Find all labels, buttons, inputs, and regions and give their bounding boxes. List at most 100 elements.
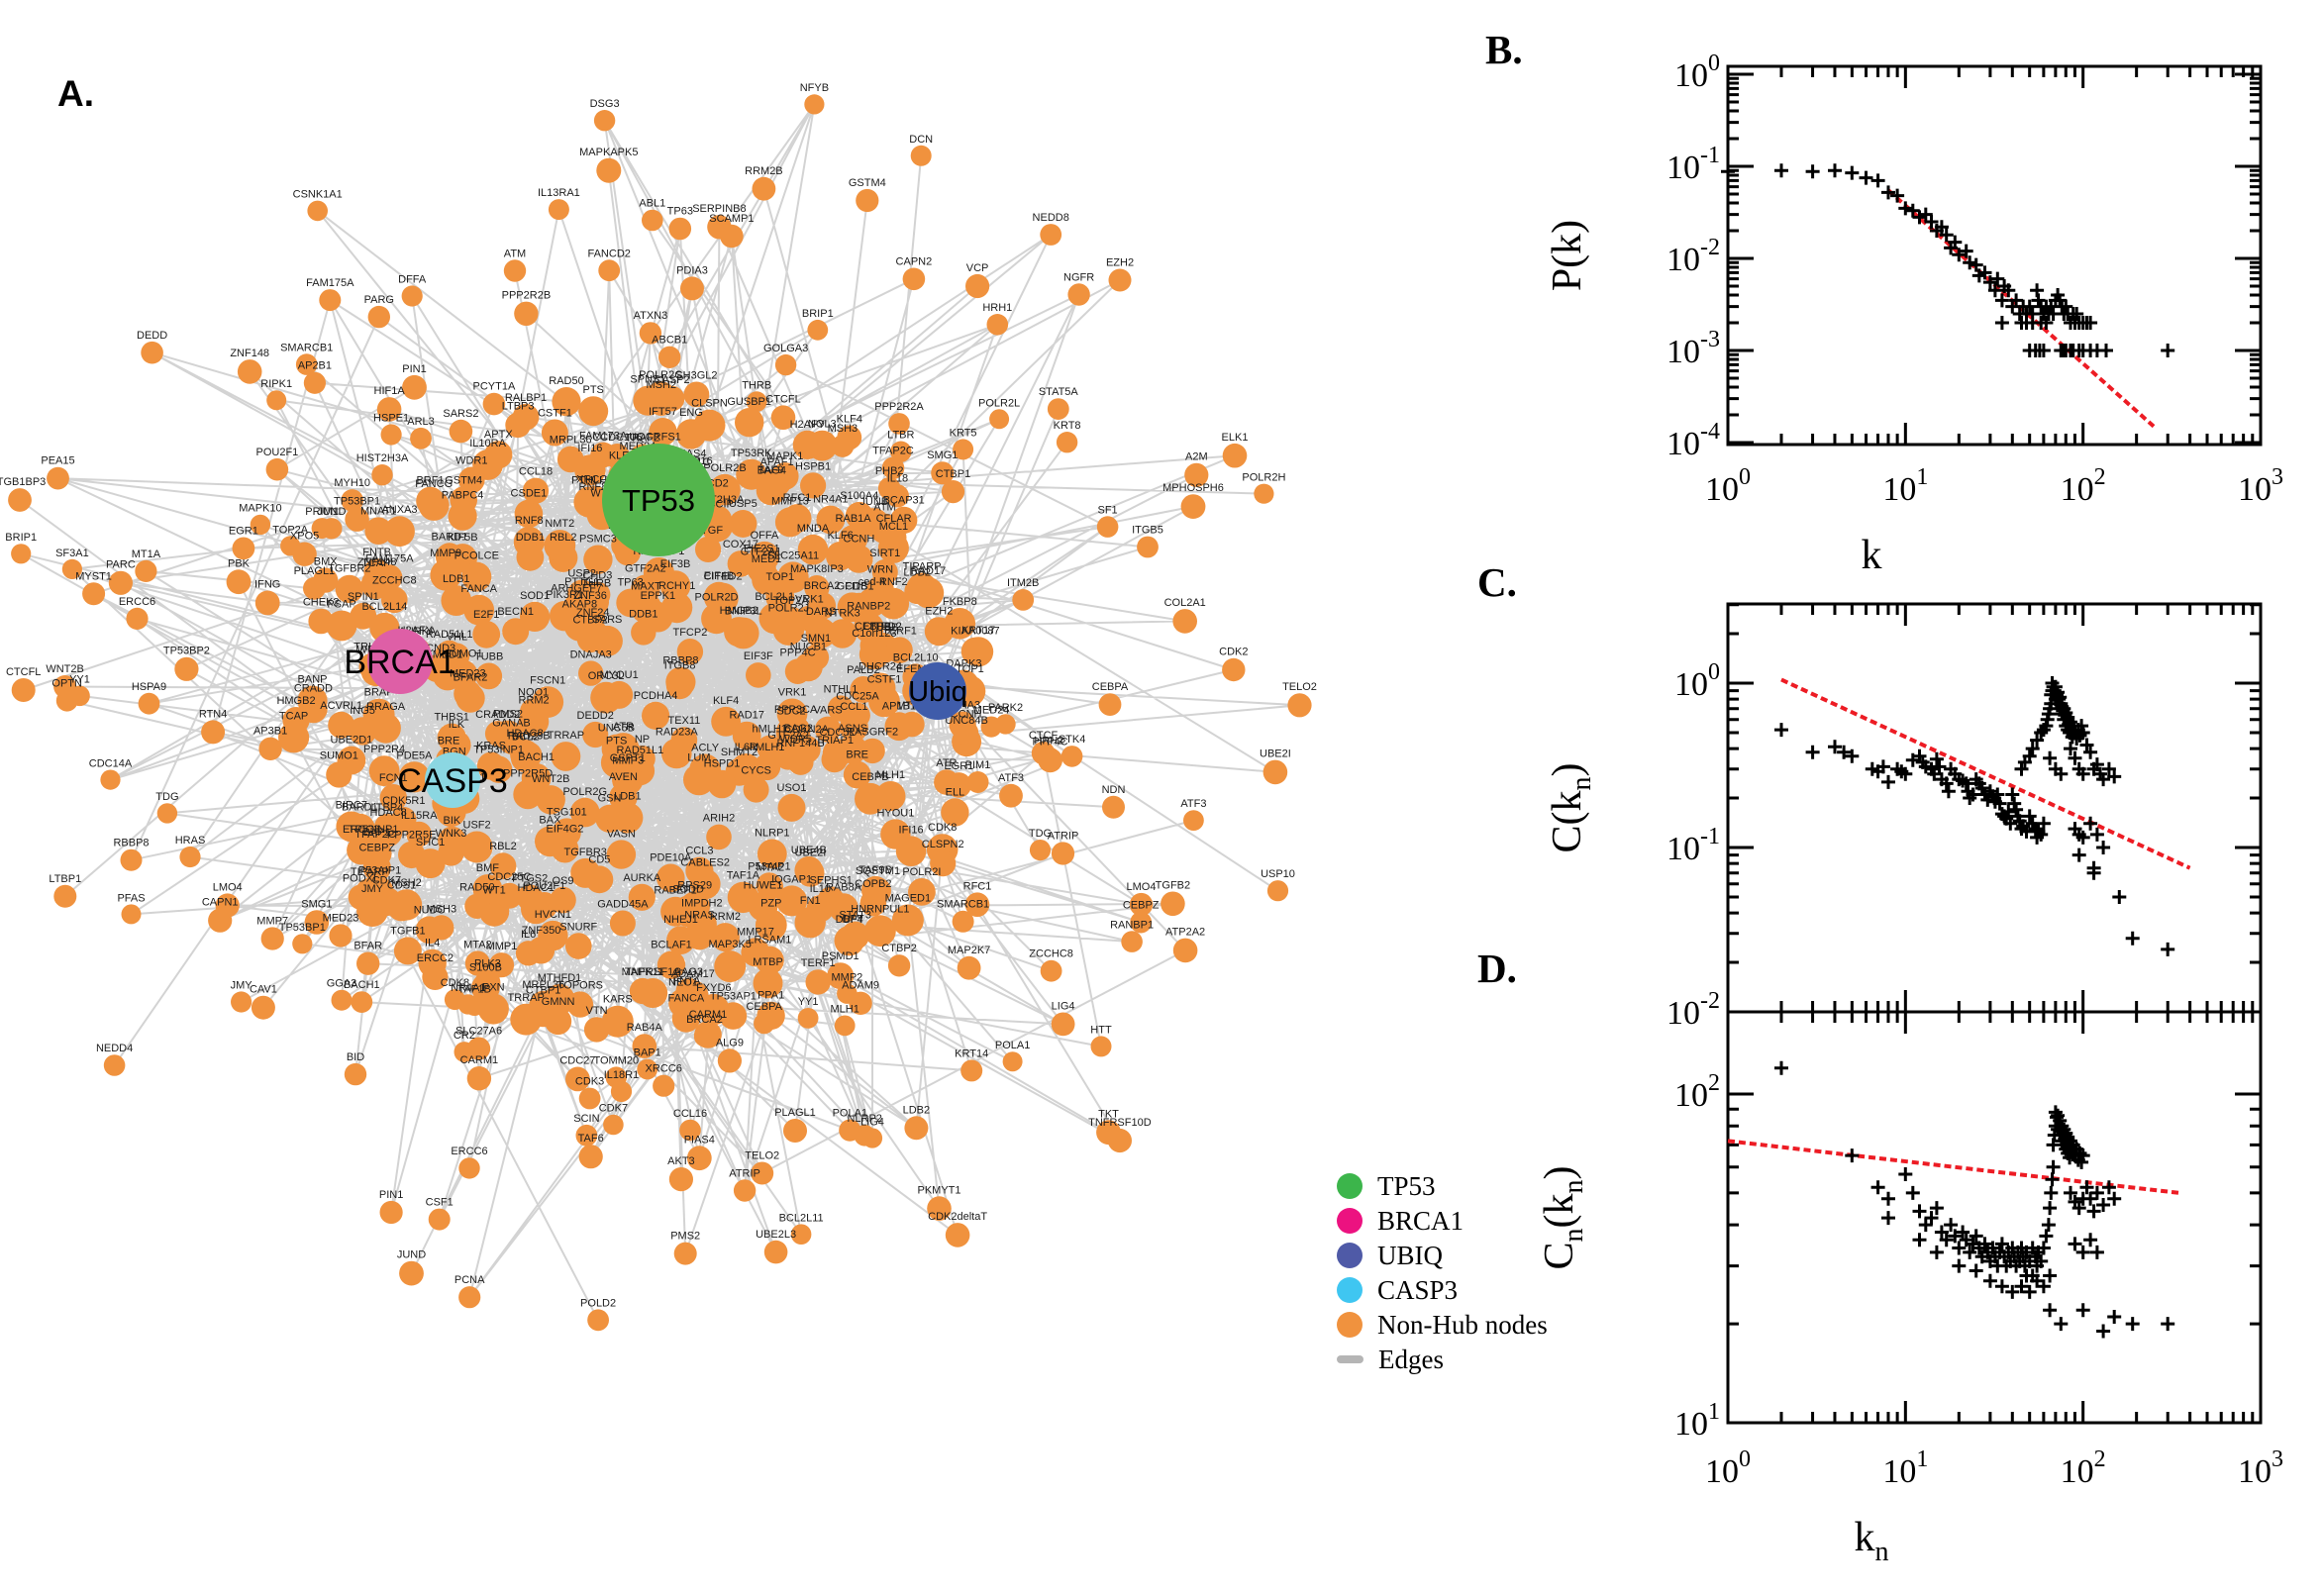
network-node[interactable] [1029, 840, 1052, 861]
network-node[interactable] [957, 955, 981, 980]
network-node[interactable] [237, 359, 262, 384]
network-node[interactable] [1254, 483, 1274, 504]
network-node[interactable] [371, 464, 393, 486]
network-node[interactable] [1222, 657, 1246, 682]
network-node[interactable] [344, 1062, 367, 1086]
hub-node-brca1[interactable] [367, 629, 433, 694]
network-node[interactable] [406, 821, 433, 848]
network-node[interactable] [536, 785, 565, 815]
network-node[interactable] [776, 885, 808, 917]
network-node[interactable] [724, 617, 755, 648]
network-node[interactable] [773, 741, 803, 770]
network-node[interactable] [297, 685, 328, 716]
network-node[interactable] [449, 419, 473, 444]
network-node[interactable] [307, 200, 329, 222]
network-node[interactable] [361, 567, 393, 599]
network-node[interactable] [888, 413, 910, 435]
network-node[interactable] [774, 353, 797, 376]
network-node[interactable] [449, 659, 478, 689]
network-node[interactable] [680, 276, 704, 301]
network-node[interactable] [336, 811, 367, 843]
network-node[interactable] [777, 793, 806, 822]
network-node[interactable] [435, 640, 463, 669]
network-node[interactable] [141, 341, 163, 364]
network-node[interactable] [601, 1005, 634, 1038]
network-node[interactable] [393, 937, 422, 965]
network-node[interactable] [505, 412, 531, 439]
network-node[interactable] [258, 737, 282, 760]
network-node[interactable] [679, 1119, 701, 1142]
network-node[interactable] [930, 850, 957, 877]
network-node[interactable] [538, 920, 568, 951]
network-node[interactable] [609, 910, 636, 937]
network-node[interactable] [370, 713, 401, 744]
network-node[interactable] [711, 706, 741, 737]
network-node[interactable] [535, 826, 565, 857]
network-node[interactable] [464, 893, 490, 919]
network-node[interactable] [522, 477, 550, 504]
network-node[interactable] [520, 601, 551, 633]
network-node[interactable] [881, 456, 905, 480]
network-node[interactable] [638, 978, 668, 1008]
network-node[interactable] [1172, 938, 1198, 963]
network-node[interactable] [834, 1015, 856, 1037]
network-node[interactable] [1067, 283, 1090, 306]
network-node[interactable] [489, 852, 517, 880]
network-node[interactable] [1002, 1051, 1023, 1072]
network-node[interactable] [351, 991, 373, 1013]
network-node[interactable] [201, 720, 226, 745]
network-node[interactable] [1051, 1012, 1075, 1037]
network-node[interactable] [612, 802, 644, 834]
network-node[interactable] [828, 619, 858, 648]
network-node[interactable] [707, 582, 739, 615]
network-node[interactable] [790, 1224, 812, 1245]
network-node[interactable] [466, 1066, 492, 1091]
network-node[interactable] [1056, 432, 1078, 453]
network-node[interactable] [1096, 1120, 1121, 1146]
network-node[interactable] [484, 441, 513, 469]
network-node[interactable] [319, 289, 342, 312]
network-node[interactable] [260, 927, 284, 950]
network-node[interactable] [292, 934, 313, 954]
network-node[interactable] [891, 904, 924, 937]
network-node[interactable] [783, 1119, 807, 1143]
network-node[interactable] [875, 781, 906, 812]
network-node[interactable] [374, 814, 400, 840]
network-node[interactable] [827, 962, 855, 990]
network-node[interactable] [583, 545, 613, 574]
network-node[interactable] [639, 322, 662, 345]
network-node[interactable] [735, 408, 764, 438]
network-node[interactable] [514, 301, 539, 326]
network-node[interactable] [510, 740, 541, 769]
network-node[interactable] [754, 1013, 775, 1035]
network-node[interactable] [410, 427, 432, 449]
network-node[interactable] [399, 1260, 424, 1286]
network-node[interactable] [337, 746, 366, 775]
network-node[interactable] [966, 771, 989, 793]
network-node[interactable] [454, 1042, 475, 1062]
network-node[interactable] [1137, 536, 1159, 558]
network-node[interactable] [946, 772, 972, 798]
network-node[interactable] [515, 941, 542, 966]
network-node[interactable] [8, 488, 32, 512]
network-node[interactable] [313, 567, 339, 593]
network-node[interactable] [765, 582, 795, 612]
network-node[interactable] [292, 542, 317, 566]
network-node[interactable] [550, 886, 576, 914]
network-node[interactable] [379, 784, 407, 812]
network-node[interactable] [941, 480, 965, 504]
network-node[interactable] [1040, 224, 1062, 246]
network-node[interactable] [743, 776, 769, 803]
network-node[interactable] [902, 267, 926, 291]
network-node[interactable] [576, 626, 604, 653]
network-node[interactable] [797, 534, 829, 565]
network-node[interactable] [656, 863, 685, 893]
network-node[interactable] [931, 461, 955, 485]
network-node[interactable] [138, 692, 160, 715]
network-node[interactable] [428, 1208, 451, 1231]
network-node[interactable] [710, 923, 740, 952]
network-node[interactable] [871, 558, 898, 585]
network-node[interactable] [348, 717, 377, 746]
network-node[interactable] [839, 713, 868, 743]
network-node[interactable] [458, 466, 485, 494]
